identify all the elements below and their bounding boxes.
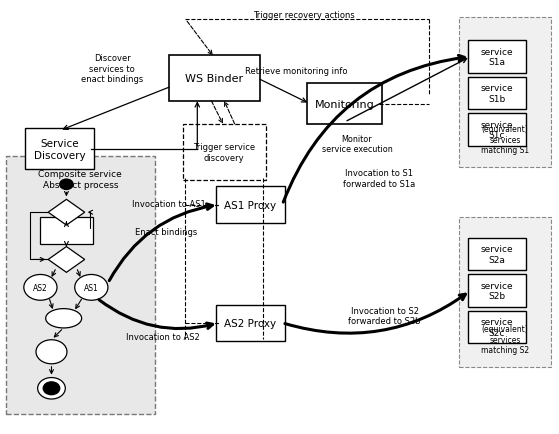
Polygon shape <box>48 247 84 273</box>
Text: AS2: AS2 <box>33 283 48 292</box>
Text: (equivalent)
services
matching S2: (equivalent) services matching S2 <box>481 324 529 354</box>
FancyBboxPatch shape <box>459 18 551 168</box>
FancyBboxPatch shape <box>216 305 285 341</box>
Text: Composite service
Abstract process: Composite service Abstract process <box>39 170 122 189</box>
Text: Discover
services to
enact bindings: Discover services to enact bindings <box>81 54 144 84</box>
Text: service
S1b: service S1b <box>480 84 513 103</box>
Text: Enact bindings: Enact bindings <box>135 227 197 237</box>
Text: Trigger recovery actions: Trigger recovery actions <box>254 11 356 20</box>
Text: Service
Discovery: Service Discovery <box>34 139 86 160</box>
Text: service
S2c: service S2c <box>480 318 513 337</box>
FancyBboxPatch shape <box>468 78 526 110</box>
Text: Monitoring: Monitoring <box>315 99 375 109</box>
Text: AS1: AS1 <box>84 283 99 292</box>
Circle shape <box>60 180 73 190</box>
Text: service
S1a: service S1a <box>480 48 513 67</box>
Text: Monitor
service execution: Monitor service execution <box>321 135 392 154</box>
FancyBboxPatch shape <box>468 41 526 73</box>
FancyBboxPatch shape <box>468 114 526 146</box>
Text: Invocation to S2
forwarded to S2b: Invocation to S2 forwarded to S2b <box>348 306 421 325</box>
FancyBboxPatch shape <box>459 217 551 367</box>
FancyBboxPatch shape <box>25 129 94 170</box>
FancyBboxPatch shape <box>468 311 526 343</box>
Ellipse shape <box>46 309 82 328</box>
Circle shape <box>75 275 108 301</box>
Text: Retrieve monitoring info: Retrieve monitoring info <box>245 67 347 76</box>
Text: AS2 Proxy: AS2 Proxy <box>224 318 277 328</box>
Polygon shape <box>48 200 84 226</box>
Circle shape <box>43 382 60 395</box>
FancyBboxPatch shape <box>216 187 285 224</box>
FancyBboxPatch shape <box>468 238 526 270</box>
Circle shape <box>36 340 67 364</box>
Text: Invocation to S1
forwarded to S1a: Invocation to S1 forwarded to S1a <box>343 169 415 188</box>
FancyBboxPatch shape <box>6 157 155 414</box>
Text: service
S2b: service S2b <box>480 281 513 301</box>
FancyBboxPatch shape <box>183 125 266 181</box>
FancyBboxPatch shape <box>307 84 382 125</box>
Text: WS Binder: WS Binder <box>186 74 244 84</box>
Text: Invocation to AS1: Invocation to AS1 <box>132 200 206 209</box>
Text: service
S2a: service S2a <box>480 245 513 264</box>
FancyBboxPatch shape <box>40 217 93 245</box>
Text: service
S1c: service S1c <box>480 121 513 140</box>
Circle shape <box>24 275 57 301</box>
Circle shape <box>37 378 65 399</box>
Text: Invocation to AS2: Invocation to AS2 <box>126 332 200 342</box>
FancyBboxPatch shape <box>468 275 526 307</box>
Text: (equivalent)
services
matching S1: (equivalent) services matching S1 <box>481 125 529 155</box>
Text: Trigger service
discovery: Trigger service discovery <box>193 143 255 162</box>
Text: AS1 Proxy: AS1 Proxy <box>224 200 277 210</box>
FancyBboxPatch shape <box>169 56 260 101</box>
